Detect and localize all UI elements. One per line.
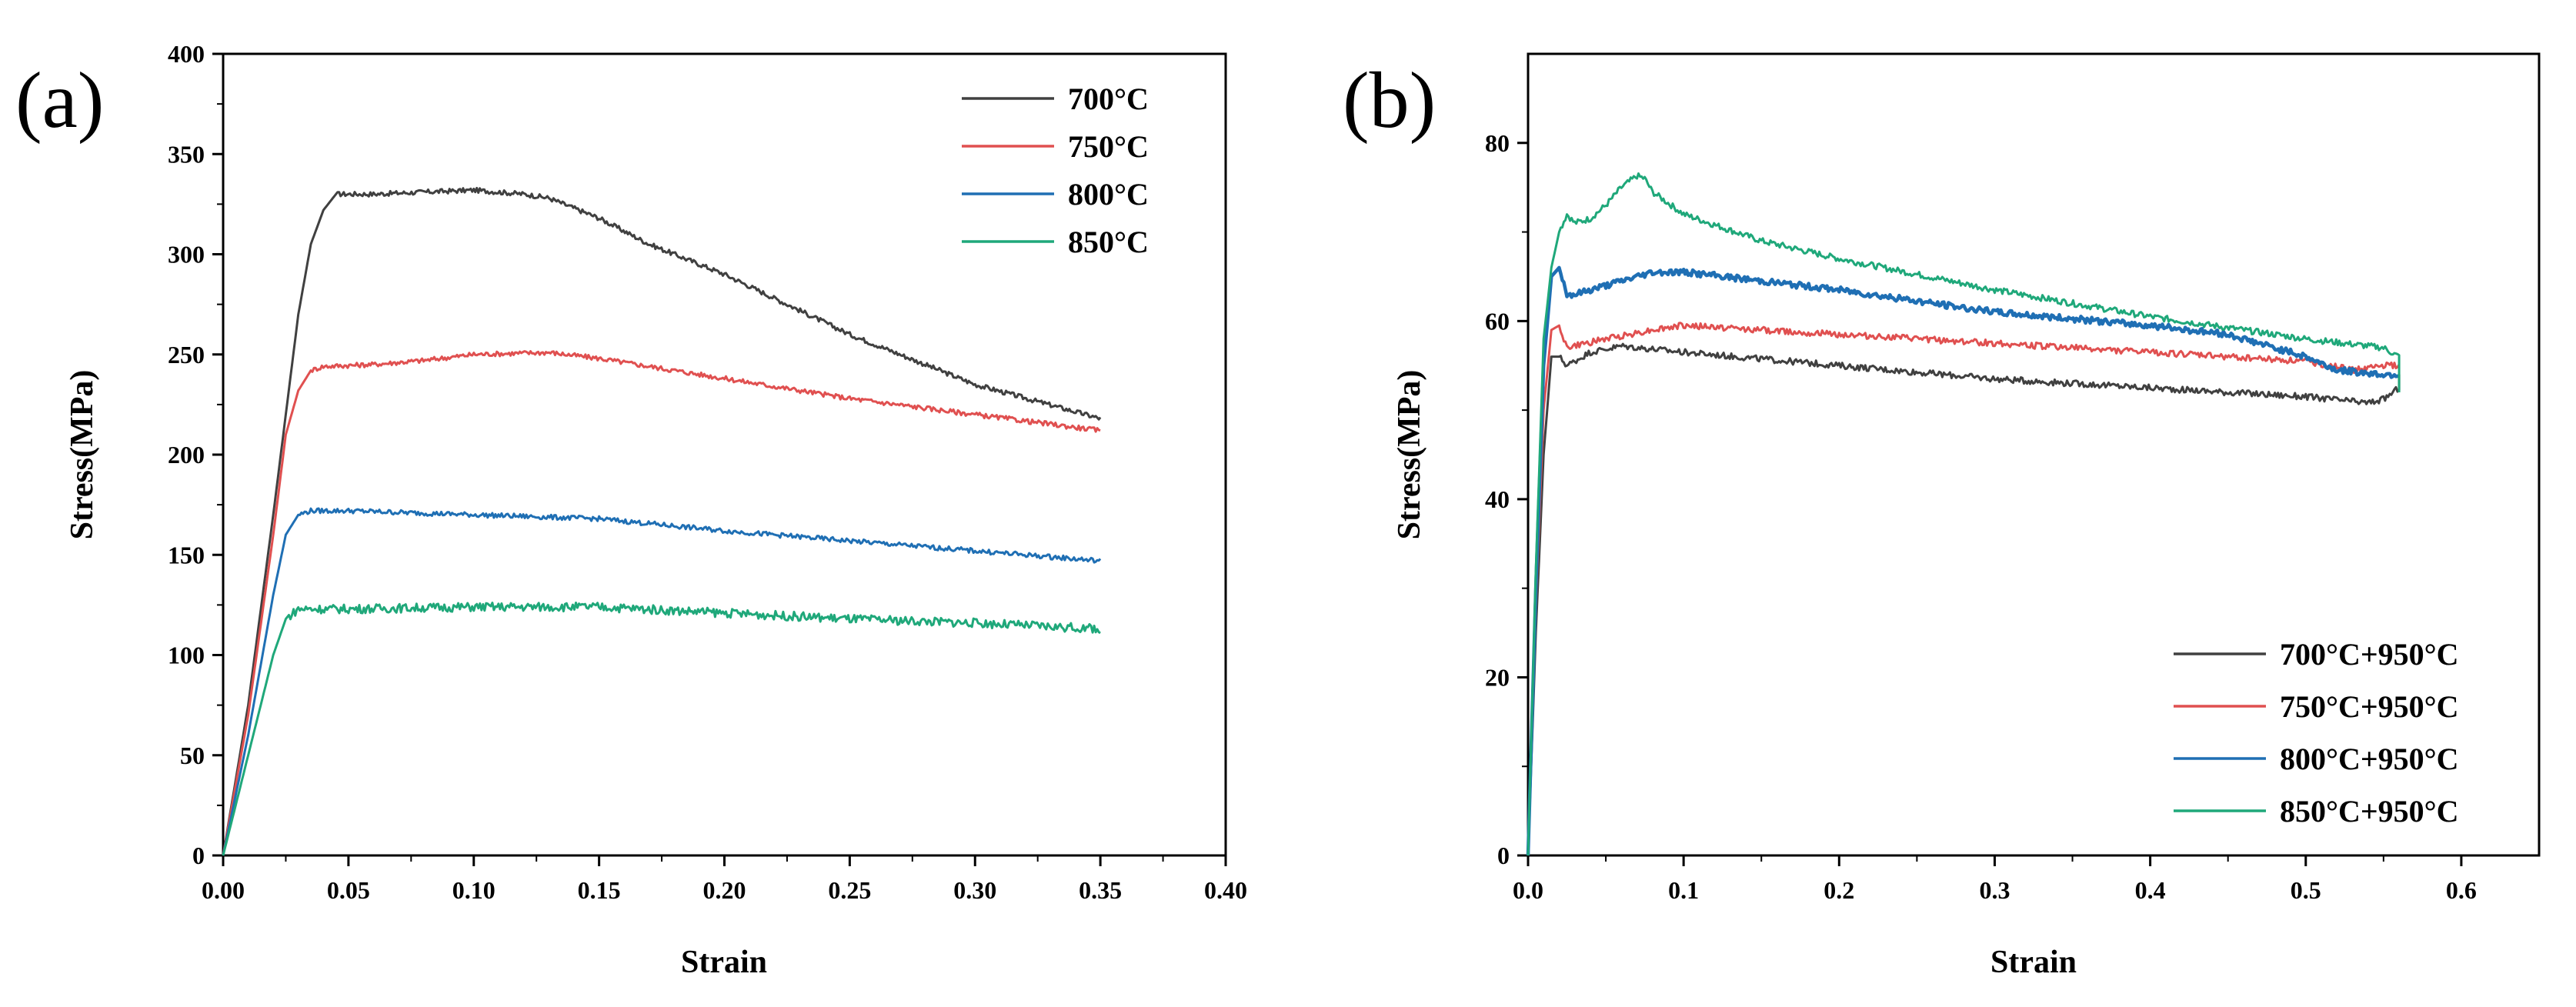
panel-b-y-tick-label: 20 <box>1485 663 1510 691</box>
panel-a-series-line-4 <box>222 602 1101 856</box>
panel-b-x-tick-label: 0.0 <box>1513 876 1543 904</box>
panel-a-legend-label-1: 700°C <box>1068 82 1149 116</box>
panel-b-x-tick-label: 0.1 <box>1668 876 1699 904</box>
panel-b-x-tick-label: 0.2 <box>1824 876 1854 904</box>
panel-a-y-tick-label: 50 <box>180 742 205 769</box>
panel-a-legend: 700°C 750°C 800°C 850°C <box>962 82 1149 259</box>
panel-b-series-line-3 <box>1526 265 2400 856</box>
panel-a-x-tick-label: 0.20 <box>703 876 746 904</box>
panel-b-y-tick-label: 0 <box>1497 842 1510 869</box>
panel-a-y-tick-label: 200 <box>168 441 205 468</box>
panel-a-series-line-2 <box>222 350 1101 856</box>
panel-a-y-tick-label: 150 <box>168 541 205 569</box>
panel-a-series-group <box>222 186 1102 856</box>
panel-a-x-tick-label: 0.40 <box>1204 876 1247 904</box>
panel-a-label: (a) <box>15 56 104 145</box>
panel-a-plot-frame <box>222 52 1227 857</box>
panel-b-y-tick-label: 80 <box>1485 129 1510 157</box>
panel-a-series-line-3 <box>222 507 1102 856</box>
panel-a-y-tick-label: 250 <box>168 341 205 368</box>
panel-a-chart: 0.00 0.05 0.10 0.15 0.20 0.25 0.30 0.35 0.40 0 50 1… <box>15 40 1247 980</box>
panel-b-chart: 0.0 0.1 0.2 0.3 0.4 0.5 0.6 0 20 40 60 80 (b) Strai… <box>1343 52 2541 980</box>
panel-a-series-line-1 <box>222 186 1102 856</box>
panel-b-legend-label-1: 700°C+950°C <box>2280 637 2459 672</box>
panel-a-y-tick-label: 0 <box>192 842 205 869</box>
panel-a-y-tick-label: 100 <box>168 642 205 669</box>
panel-b-y-tick-label: 60 <box>1485 307 1510 335</box>
panel-a-x-tick-label: 0.30 <box>953 876 996 904</box>
panel-b-series-line-4 <box>1527 172 2401 856</box>
panel-a-x-axis-title: Strain <box>681 945 767 980</box>
panel-b-legend: 700°C+950°C 750°C+950°C 800°C+950°C 850°C+9… <box>2174 637 2459 829</box>
panel-a-x-tick-label: 0.25 <box>828 876 871 904</box>
panel-a-y-axis-title: Stress(MPa) <box>65 370 100 540</box>
panel-b-label: (b) <box>1343 56 1436 145</box>
panel-a-x-tick-label: 0.05 <box>327 876 370 904</box>
panel-b-y-tick-label: 40 <box>1485 485 1510 513</box>
panel-b-series-group <box>1526 172 2401 856</box>
panel-a-x-tick-label: 0.35 <box>1079 876 1122 904</box>
panel-b-y-axis-title: Stress(MPa) <box>1392 370 1427 540</box>
panel-a-legend-label-2: 750°C <box>1068 129 1149 164</box>
panel-b-legend-label-4: 850°C+950°C <box>2280 794 2459 829</box>
panel-a-legend-label-3: 800°C <box>1068 177 1149 212</box>
panel-b-series-line-1 <box>1527 342 2401 856</box>
panel-a-axes: 0.00 0.05 0.10 0.15 0.20 0.25 0.30 0.35 0.40 0 50 1… <box>168 40 1247 904</box>
panel-b-axes: 0.0 0.1 0.2 0.3 0.4 0.5 0.6 0 20 40 60 80 <box>1485 129 2477 904</box>
panel-a-y-tick-label: 350 <box>168 140 205 168</box>
panel-b-x-axis-title: Strain <box>1990 945 2077 980</box>
panel-a-legend-label-4: 850°C <box>1068 225 1149 259</box>
panel-b-x-tick-label: 0.5 <box>2291 876 2321 904</box>
panel-a-x-tick-label: 0.10 <box>452 876 496 904</box>
panel-a-x-tick-label: 0.00 <box>202 876 245 904</box>
panel-b-x-tick-label: 0.3 <box>1979 876 2010 904</box>
panel-b-legend-label-2: 750°C+950°C <box>2280 689 2459 724</box>
panel-b-x-tick-label: 0.4 <box>2135 876 2166 904</box>
panel-a-x-tick-label: 0.15 <box>578 876 621 904</box>
panel-a-y-tick-label: 400 <box>168 40 205 68</box>
panel-b-x-tick-label: 0.6 <box>2446 876 2477 904</box>
panel-b-legend-label-3: 800°C+950°C <box>2280 742 2459 776</box>
panel-b-series-line-2 <box>1527 322 2401 856</box>
panel-a-y-tick-label: 300 <box>168 241 205 268</box>
panel-b-plot-frame <box>1527 52 2541 857</box>
